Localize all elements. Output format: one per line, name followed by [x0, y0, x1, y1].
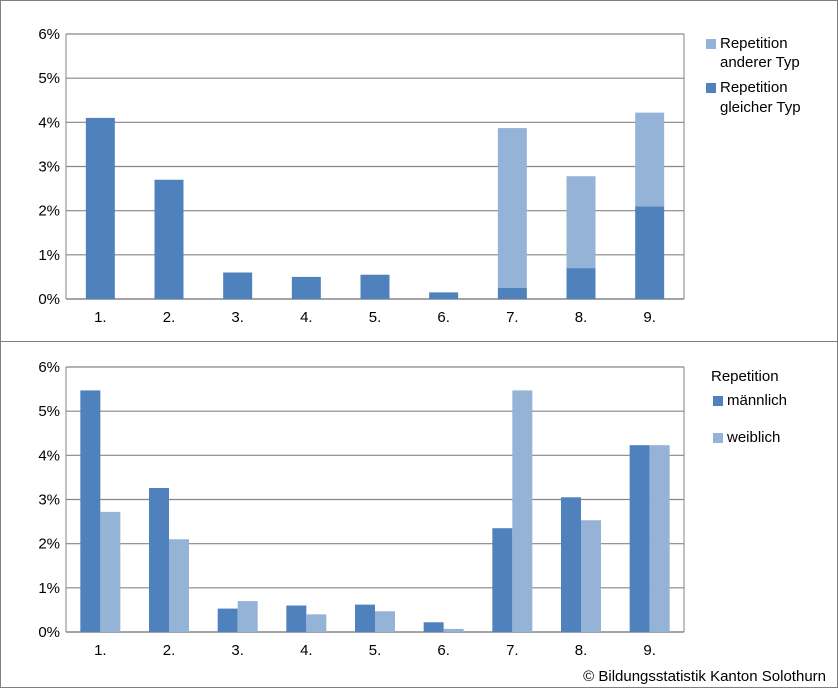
bar-gleicher-typ [635, 206, 665, 299]
legend-label-weiblich: weiblich [726, 429, 780, 446]
bar-maennlich [286, 605, 307, 632]
legend-swatch-anderer-typ [706, 39, 716, 49]
top-y-tick-label: 4% [38, 114, 60, 131]
bottom-x-tick-label: 9. [643, 642, 656, 659]
bar-maennlich [355, 604, 375, 632]
bottom-y-tick-label: 2% [38, 536, 60, 553]
bottom-x-tick-label: 7. [506, 642, 519, 659]
bar-weiblich [649, 445, 670, 632]
bottom-y-tick-label: 1% [38, 580, 60, 597]
legend-title: Repetition [711, 368, 779, 385]
bar-gleicher-typ [291, 276, 321, 299]
bottom-legend: Repetition männlich weiblich [711, 368, 787, 446]
legend-label-gleicher-typ-line2: gleicher Typ [720, 99, 801, 116]
bar-weiblich [581, 520, 601, 632]
bar-gleicher-typ [85, 117, 115, 300]
top-y-tick-label: 5% [38, 70, 60, 87]
bar-weiblich [237, 601, 258, 632]
bottom-y-tick-label: 3% [38, 492, 60, 509]
bar-gleicher-typ [566, 268, 596, 299]
top-legend: Repetition anderer Typ Repetition gleich… [706, 35, 801, 116]
bottom-y-tick-label: 0% [38, 624, 60, 641]
bar-maennlich [149, 488, 169, 632]
top-y-tick-label: 0% [38, 291, 60, 308]
bottom-y-tick-label: 5% [38, 403, 60, 420]
bottom-x-tick-label: 1. [94, 642, 107, 659]
bottom-x-tick-label: 8. [575, 642, 588, 659]
bar-weiblich [443, 628, 464, 632]
top-x-tick-label: 5. [369, 309, 382, 326]
bar-anderer-typ [497, 128, 527, 288]
legend-swatch-gleicher-typ [706, 83, 716, 93]
legend-swatch-maennlich [713, 396, 723, 406]
legend-label-anderer-typ-line2: anderer Typ [720, 54, 800, 71]
bottom-y-tick-label: 6% [38, 359, 60, 376]
bottom-x-tick-label: 5. [369, 642, 382, 659]
grouped-bar-chart: 0% 1% 2% 3% 4% 5% 6% 1. 2. 3. 4. 5. 6. 7. 8. 9. Repeti… [38, 359, 787, 659]
top-x-tick-label: 8. [575, 309, 588, 326]
top-y-tick-label: 3% [38, 159, 60, 176]
top-x-tick-label: 9. [643, 309, 656, 326]
bar-gleicher-typ [497, 287, 527, 299]
bar-weiblich [306, 614, 327, 632]
copyright-credit: © Bildungsstatistik Kanton Solothurn [583, 668, 826, 685]
bottom-chart-frame [0, 341, 838, 688]
bottom-x-tick-labels: 1. 2. 3. 4. 5. 6. 7. 8. 9. [94, 642, 656, 659]
bottom-x-tick-label: 2. [163, 642, 176, 659]
top-y-tick-labels: 0% 1% 2% 3% 4% 5% 6% [38, 26, 60, 308]
bottom-x-tick-label: 6. [437, 642, 450, 659]
legend-label-anderer-typ-line1: Repetition [720, 35, 788, 52]
bar-anderer-typ [566, 176, 596, 269]
top-y-tick-label: 1% [38, 247, 60, 264]
bar-maennlich [629, 445, 650, 632]
bar-maennlich [561, 497, 581, 632]
top-x-tick-labels: 1. 2. 3. 4. 5. 6. 7. 8. 9. [94, 309, 656, 326]
bar-weiblich [169, 539, 189, 632]
legend-label-gleicher-typ-line1: Repetition [720, 79, 788, 96]
bar-gleicher-typ [360, 274, 390, 299]
bar-maennlich [492, 528, 513, 632]
bar-maennlich [80, 390, 101, 632]
top-x-tick-label: 6. [437, 309, 450, 326]
top-y-tick-label: 6% [38, 26, 60, 43]
stacked-bar-chart: 0% 1% 2% 3% 4% 5% 6% 1. 2. 3. 4. 5. 6. 7. 8. 9. Repeti… [38, 26, 800, 326]
legend-swatch-weiblich [713, 433, 723, 443]
top-x-tick-label: 2. [163, 309, 176, 326]
bar-gleicher-typ [223, 272, 253, 299]
bar-anderer-typ [635, 112, 665, 207]
bar-maennlich [423, 622, 444, 632]
top-x-tick-label: 7. [506, 309, 519, 326]
top-x-tick-label: 4. [300, 309, 313, 326]
top-x-tick-label: 3. [231, 309, 244, 326]
bottom-y-tick-label: 4% [38, 447, 60, 464]
bar-gleicher-typ [154, 179, 184, 299]
legend-label-maennlich: männlich [727, 392, 787, 409]
bar-weiblich [100, 511, 121, 632]
top-x-tick-label: 1. [94, 309, 107, 326]
top-chart-frame [0, 0, 838, 342]
bottom-x-tick-label: 3. [231, 642, 244, 659]
bar-weiblich [375, 611, 395, 632]
bar-weiblich [512, 390, 533, 632]
bar-maennlich [217, 608, 238, 632]
top-bars [85, 112, 665, 300]
bottom-x-tick-label: 4. [300, 642, 313, 659]
bottom-bars [80, 390, 670, 632]
bottom-y-tick-labels: 0% 1% 2% 3% 4% 5% 6% [38, 359, 60, 641]
bar-gleicher-typ [429, 292, 459, 299]
top-y-tick-label: 2% [38, 203, 60, 220]
